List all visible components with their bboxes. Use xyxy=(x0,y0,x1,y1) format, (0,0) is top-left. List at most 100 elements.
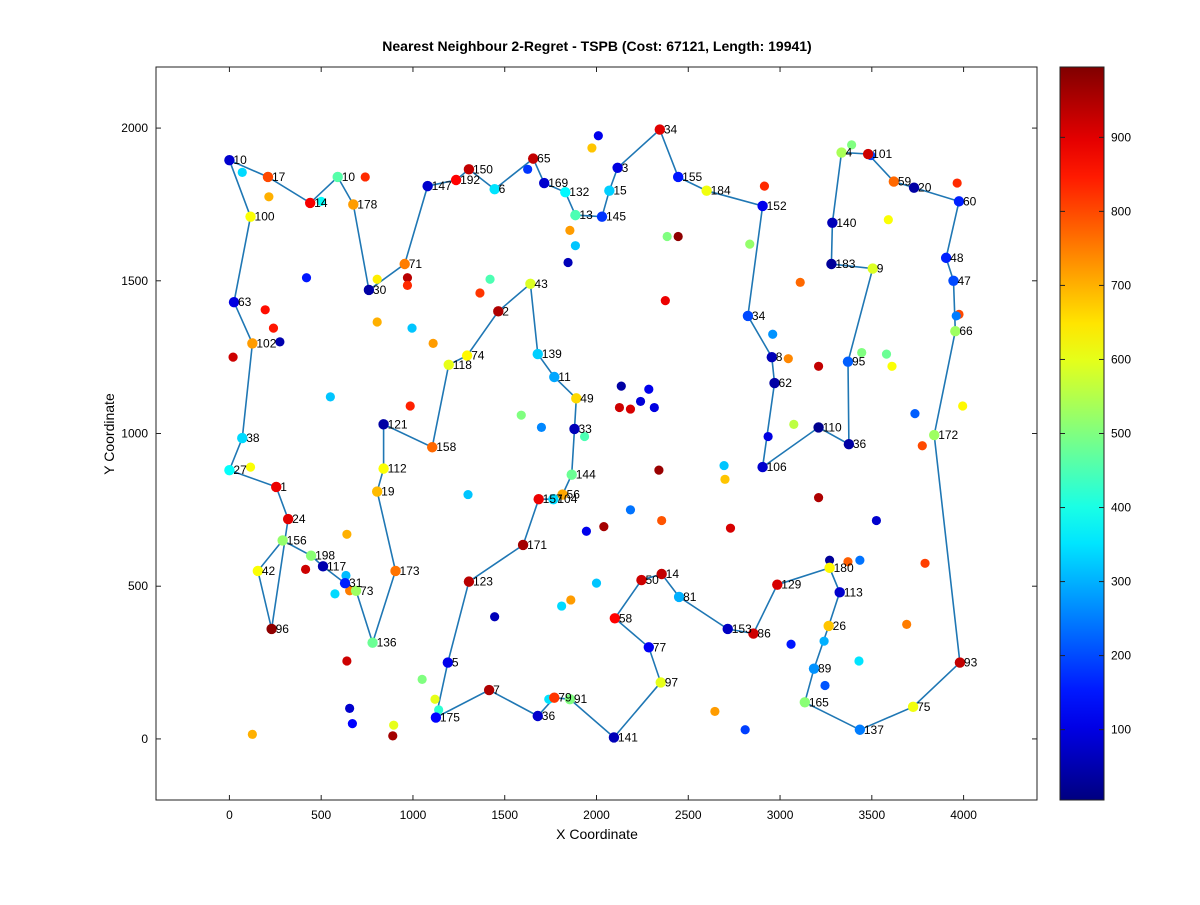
tour-node xyxy=(566,469,577,480)
unvisited-node xyxy=(557,601,567,611)
unvisited-node xyxy=(330,589,340,599)
tour-node xyxy=(827,217,838,228)
tour-node xyxy=(266,623,277,635)
node-label: 150 xyxy=(473,162,493,176)
tour-node xyxy=(237,432,248,444)
tour-node xyxy=(888,176,900,187)
node-label: 118 xyxy=(453,358,472,372)
tour-node xyxy=(489,183,500,195)
tour-node xyxy=(854,724,866,735)
unvisited-node xyxy=(662,231,672,242)
tour-node xyxy=(953,196,965,207)
y-tick-label: 500 xyxy=(128,579,148,593)
tour-node xyxy=(908,182,920,193)
node-label: 11 xyxy=(558,370,571,384)
node-label: 192 xyxy=(460,173,480,187)
unvisited-node xyxy=(405,401,415,411)
tour-node xyxy=(525,278,536,290)
tour-node xyxy=(549,371,560,383)
tour-node xyxy=(527,153,539,164)
points-layer xyxy=(224,124,968,743)
colorbar-tick-label: 600 xyxy=(1111,352,1131,366)
unvisited-node xyxy=(902,619,912,629)
node-label: 15 xyxy=(613,184,627,198)
tour-node xyxy=(304,197,316,209)
axes-layer: 0 500 1000 1500 2000 2500 3000 3500 4000 0 500 1000… xyxy=(121,67,1037,822)
tour-node xyxy=(317,561,329,572)
y-tick-label: 0 xyxy=(141,732,148,746)
node-label: 158 xyxy=(436,440,456,454)
unvisited-node xyxy=(264,192,274,202)
node-label: 89 xyxy=(818,662,832,676)
node-label: 42 xyxy=(262,564,276,578)
tour-node xyxy=(673,591,685,603)
node-label: 141 xyxy=(618,730,638,744)
plot-frame xyxy=(155,66,1038,801)
unvisited-node xyxy=(566,595,576,605)
colorbar-gradient xyxy=(1059,66,1105,801)
node-label: 36 xyxy=(853,437,867,451)
unvisited-node xyxy=(917,441,927,451)
tour-node xyxy=(430,712,442,723)
y-tick-label: 1500 xyxy=(121,274,148,288)
tour-node xyxy=(463,164,475,175)
node-label: 34 xyxy=(664,123,678,137)
node-label: 152 xyxy=(767,199,787,213)
colorbar: 100 200 300 400 500 600 700 800 900 xyxy=(1059,66,1131,801)
node-label: 71 xyxy=(409,257,423,271)
tour-node xyxy=(672,171,684,183)
unvisited-node xyxy=(490,612,500,622)
unvisited-node xyxy=(660,296,670,306)
tour-node xyxy=(493,306,504,317)
tour-node xyxy=(332,171,343,183)
tour-node xyxy=(363,284,375,296)
node-label: 34 xyxy=(752,309,766,323)
node-label: 24 xyxy=(292,512,306,526)
unvisited-node xyxy=(325,392,335,402)
unvisited-node xyxy=(719,460,729,471)
node-label: 178 xyxy=(357,197,377,211)
unvisited-node xyxy=(883,215,893,225)
tour-node xyxy=(950,325,961,337)
colorbar-tick-label: 100 xyxy=(1111,723,1131,737)
tour-node xyxy=(443,359,454,370)
tour-node xyxy=(271,481,282,493)
tour-node xyxy=(422,180,433,192)
unvisited-node xyxy=(428,338,438,349)
x-tick-label: 0 xyxy=(226,808,233,822)
node-label: 129 xyxy=(781,578,801,592)
tour-node xyxy=(766,351,777,363)
tour-node xyxy=(463,576,475,587)
tour-node xyxy=(722,623,733,635)
unvisited-node xyxy=(920,558,930,568)
unvisited-node xyxy=(843,557,853,567)
unvisited-node xyxy=(720,474,730,484)
tour-node xyxy=(228,296,240,308)
node-label: 91 xyxy=(574,692,588,706)
unvisited-node xyxy=(625,505,636,515)
node-label: 2 xyxy=(502,304,509,318)
x-axis-label: X Coordinate xyxy=(556,826,638,842)
tour-node xyxy=(824,562,835,574)
tour-node xyxy=(569,423,580,435)
node-label: 50 xyxy=(645,573,659,587)
node-label: 3 xyxy=(622,161,629,175)
node-label: 117 xyxy=(327,559,346,573)
node-label: 49 xyxy=(580,391,594,405)
unvisited-node xyxy=(237,167,247,177)
tour-node xyxy=(305,550,317,561)
colorbar-tick-label: 200 xyxy=(1111,649,1131,663)
unvisited-node xyxy=(516,410,526,420)
node-label: 9 xyxy=(877,262,884,276)
node-label: 73 xyxy=(360,584,374,598)
unvisited-node xyxy=(854,656,864,666)
tour-node xyxy=(799,697,811,708)
unvisited-node xyxy=(855,555,865,565)
tour-node xyxy=(533,493,544,505)
node-label: 13 xyxy=(579,208,593,222)
tour-node xyxy=(843,438,855,450)
node-label: 33 xyxy=(578,422,592,436)
unvisited-node xyxy=(581,526,592,536)
